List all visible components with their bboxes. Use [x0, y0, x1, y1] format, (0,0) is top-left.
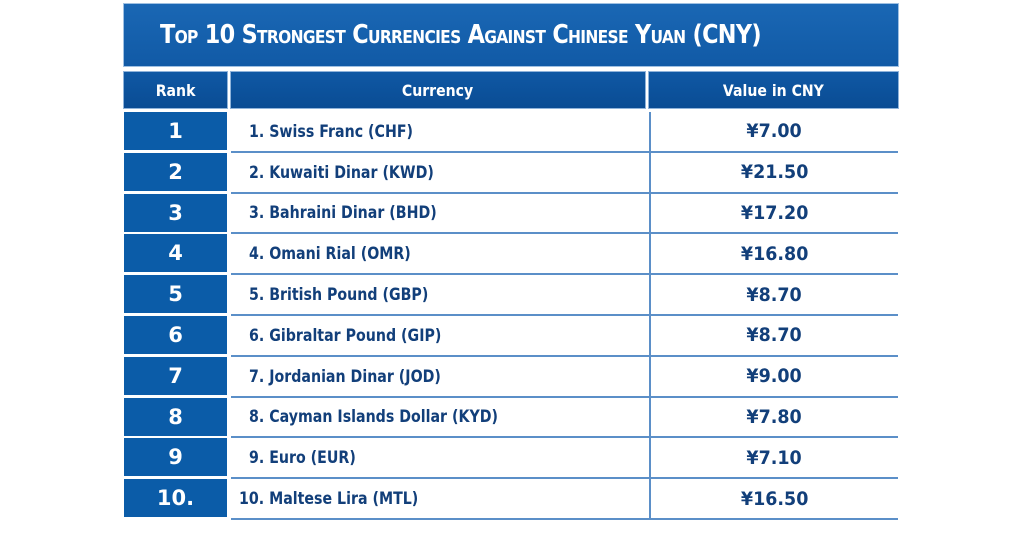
table-row: 2 2. Kuwaiti Dinar (KWD) ¥21.50: [124, 152, 898, 194]
rank-cell: 6: [124, 315, 227, 354]
rank-cell: 10.: [124, 479, 227, 518]
value-cell: ¥8.70: [649, 275, 898, 316]
header-currency: Currency: [231, 72, 645, 108]
value-cell: ¥7.80: [649, 397, 898, 439]
table-row: 9 9. Euro (EUR) ¥7.10: [124, 438, 898, 480]
value-cell: ¥21.50: [649, 152, 898, 194]
value-cell: ¥16.80: [649, 234, 898, 276]
currency-cell: 9. Euro (EUR): [231, 438, 649, 480]
table-row: 7 7. Jordanian Dinar (JOD) ¥9.00: [124, 356, 898, 398]
value-cell: ¥8.70: [649, 315, 898, 357]
currency-cell: 6. Gibraltar Pound (GIP): [231, 316, 649, 357]
rank-cell: 8: [124, 397, 227, 436]
table-row: 4 4. Omani Rial (OMR) ¥16.80: [124, 234, 898, 276]
currency-cell: 7. Jordanian Dinar (JOD): [231, 357, 649, 398]
table-row: 5 5. British Pound (GBP) ¥8.70: [124, 275, 898, 316]
currency-cell: 3. Bahraini Dinar (BHD): [231, 194, 649, 235]
value-cell: ¥7.00: [649, 112, 898, 153]
value-cell: ¥9.00: [649, 356, 898, 398]
title-banner: Top 10 Strongest Currencies Against Chin…: [124, 4, 898, 66]
rank-cell: 2: [124, 152, 227, 191]
currency-cell: 5. British Pound (GBP): [231, 275, 649, 316]
currency-cell: 1. Swiss Franc (CHF): [231, 112, 649, 153]
rank-cell: 9: [124, 438, 227, 477]
table-header-row: Rank Currency Value in CNY: [124, 72, 898, 108]
rank-cell: 1: [124, 112, 227, 150]
rank-cell: 5: [124, 275, 227, 314]
table-row: 8 8. Cayman Islands Dollar (KYD) ¥7.80: [124, 397, 898, 439]
rank-cell: 7: [124, 356, 227, 395]
value-cell: ¥16.50: [649, 479, 898, 520]
currency-cell: 10. Maltese Lira (MTL): [231, 479, 649, 520]
currency-table: Rank Currency Value in CNY 1 1. Swiss Fr…: [124, 72, 898, 520]
value-cell: ¥17.20: [649, 193, 898, 235]
currency-cell: 8. Cayman Islands Dollar (KYD): [231, 398, 649, 439]
rank-cell: 3: [124, 193, 227, 232]
page-title: Top 10 Strongest Currencies Against Chin…: [160, 20, 762, 50]
table-row: 6 6. Gibraltar Pound (GIP) ¥8.70: [124, 315, 898, 357]
table-row: 1 1. Swiss Franc (CHF) ¥7.00: [124, 112, 898, 153]
table-body: 1 1. Swiss Franc (CHF) ¥7.00 2 2. Kuwait…: [124, 112, 898, 520]
rank-cell: 4: [124, 234, 227, 273]
header-rank: Rank: [124, 72, 227, 108]
value-cell: ¥7.10: [649, 438, 898, 480]
currency-cell: 2. Kuwaiti Dinar (KWD): [231, 153, 649, 194]
currency-cell: 4. Omani Rial (OMR): [231, 234, 649, 276]
table-row: 10. 10. Maltese Lira (MTL) ¥16.50: [124, 479, 898, 520]
table-row: 3 3. Bahraini Dinar (BHD) ¥17.20: [124, 193, 898, 235]
header-value: Value in CNY: [649, 72, 898, 108]
